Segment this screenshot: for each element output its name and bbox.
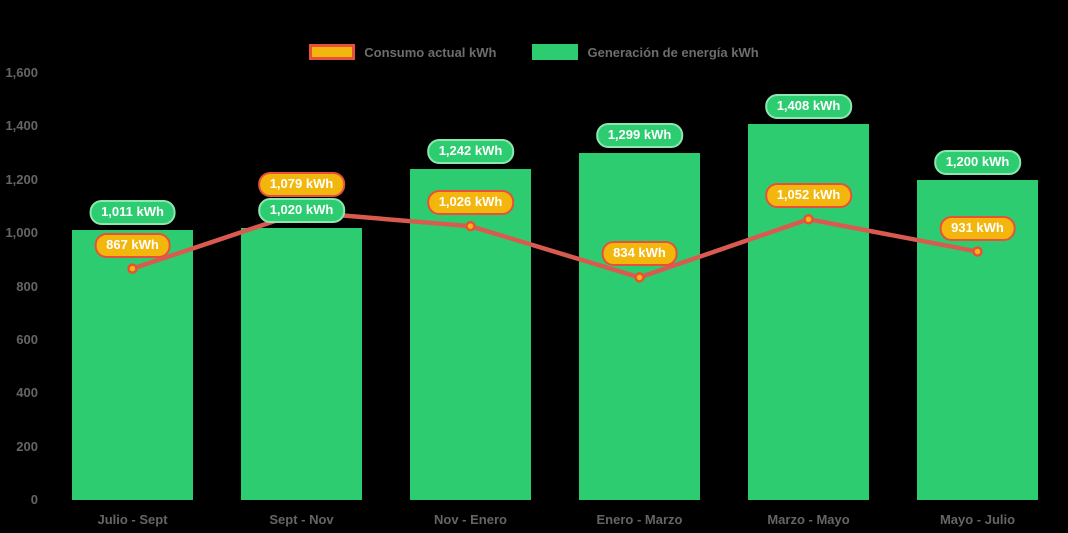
line-value-badge: 867 kWh (94, 232, 171, 258)
y-axis-tick: 1,600 (5, 65, 38, 80)
generacion-legend-swatch (532, 44, 579, 60)
legend-item-generacion[interactable]: Generación de energía kWh (532, 44, 759, 60)
y-axis-tick: 1,200 (5, 171, 38, 187)
bar-value-badge: 1,011 kWh (89, 200, 176, 226)
bar-value-badge: 1,200 kWh (933, 149, 1022, 175)
line-point-marker[interactable] (127, 263, 138, 274)
line-value-badge: 1,079 kWh (257, 171, 346, 197)
x-axis-label: Sept - Nov (269, 512, 334, 527)
x-axis-label: Mayo - Julio (939, 512, 1016, 527)
y-axis-tick: 200 (16, 438, 38, 454)
x-axis-label: Nov - Enero (434, 512, 507, 527)
chart-legend: Consumo actual kWh Generación de energía… (0, 44, 1068, 60)
generation-bar[interactable] (241, 227, 362, 500)
y-axis-tick: 1,000 (5, 225, 38, 241)
line-point-marker[interactable] (972, 246, 983, 257)
consumo-legend-label: Consumo actual kWh (364, 44, 497, 60)
bar-value-badge: 1,020 kWh (257, 197, 346, 223)
y-axis-tick: 0 (30, 492, 38, 507)
consumo-legend-swatch (309, 44, 356, 60)
x-axis-label: Marzo - Mayo (767, 512, 850, 527)
y-axis-tick: 600 (16, 331, 38, 347)
line-value-badge: 1,052 kWh (764, 183, 853, 209)
y-axis-tick: 800 (16, 278, 38, 294)
line-value-badge: 931 kWh (939, 215, 1016, 241)
line-value-badge: 834 kWh (601, 241, 678, 267)
line-value-badge: 1,026 kWh (426, 190, 515, 216)
consumption-line (131, 209, 978, 280)
generation-bar[interactable] (72, 230, 193, 500)
y-axis-tick: 400 (16, 385, 38, 401)
y-axis-tick: 1,400 (5, 118, 38, 134)
generation-bar[interactable] (579, 153, 700, 500)
bar-value-badge: 1,408 kWh (764, 94, 853, 120)
line-point-marker[interactable] (803, 213, 814, 225)
bar-value-badge: 1,242 kWh (426, 138, 515, 164)
x-axis-label: Julio - Sept (97, 512, 168, 527)
line-point-marker[interactable] (465, 220, 476, 232)
legend-item-consumo[interactable]: Consumo actual kWh (309, 44, 496, 60)
line-point-marker[interactable] (634, 272, 645, 283)
bar-value-badge: 1,299 kWh (595, 123, 684, 149)
generacion-legend-label: Generación de energía kWh (587, 44, 759, 60)
x-axis-label: Enero - Marzo (596, 512, 683, 527)
